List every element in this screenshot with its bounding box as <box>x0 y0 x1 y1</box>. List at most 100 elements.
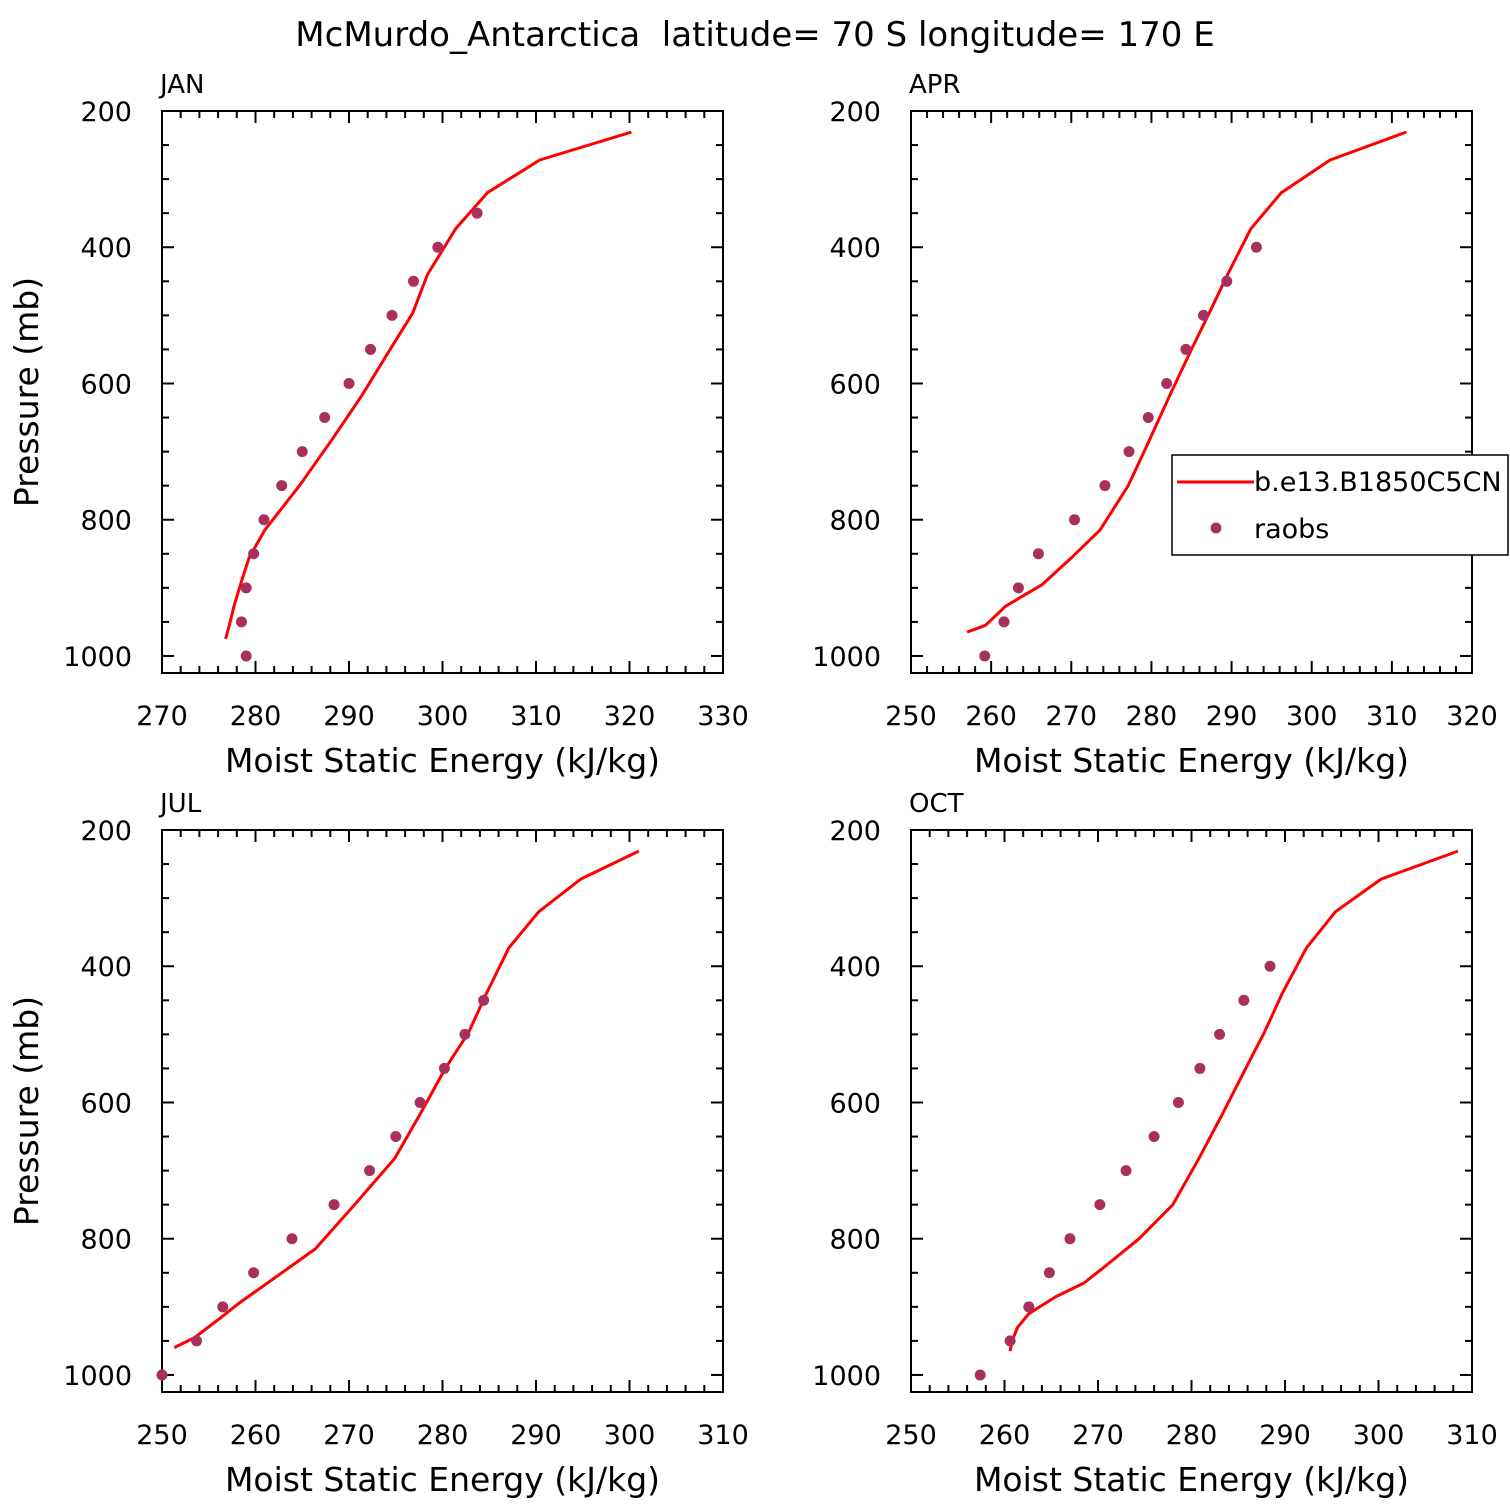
x-tick-label: 330 <box>697 701 749 732</box>
raobs-point <box>390 1131 402 1143</box>
x-axis-title: Moist Static Energy (kJ/kg) <box>225 1460 660 1499</box>
x-tick-label: 280 <box>230 701 282 732</box>
raobs-point <box>998 616 1010 628</box>
raobs-point <box>1264 960 1276 972</box>
y-axis-title: Pressure (mb) <box>7 277 46 507</box>
raobs-point <box>240 582 252 594</box>
x-tick-label: 300 <box>1286 701 1338 732</box>
x-tick-label: 290 <box>510 1420 562 1451</box>
y-tick-label: 600 <box>80 1088 132 1119</box>
model-line <box>966 130 1407 634</box>
raobs-point <box>1161 377 1173 389</box>
x-tick-label: 270 <box>136 701 188 732</box>
raobs-point <box>1068 514 1080 526</box>
y-tick-label: 600 <box>80 369 132 400</box>
panel-jul: JUL 250 260 270 280 290 300 310 200 400 600 800 100… <box>7 789 749 1499</box>
raobs-point <box>1004 1335 1016 1347</box>
x-axis-title: Moist Static Energy (kJ/kg) <box>974 1460 1409 1499</box>
raobs-point <box>286 1233 298 1245</box>
y-tick-label: 800 <box>829 506 881 537</box>
x-tick-label: 270 <box>1046 701 1098 732</box>
raobs-point <box>432 241 444 253</box>
y-tick-label: 600 <box>829 1088 881 1119</box>
x-tick-label: 290 <box>1259 1420 1311 1451</box>
raobs-point <box>1142 412 1154 424</box>
legend-box <box>1171 454 1509 556</box>
x-tick-label: 280 <box>1126 701 1178 732</box>
raobs-point <box>1148 1131 1160 1143</box>
raobs-point <box>343 377 355 389</box>
y-tick-label: 400 <box>80 233 132 264</box>
y-tick-label: 1000 <box>63 642 132 673</box>
raobs-point <box>1094 1199 1106 1211</box>
y-tick-label: 200 <box>829 816 881 847</box>
raobs-point <box>276 480 288 492</box>
raobs-point <box>1012 582 1024 594</box>
raobs-point <box>1214 1028 1226 1040</box>
x-tick-label: 310 <box>510 701 562 732</box>
y-tick-label: 1000 <box>812 1361 881 1392</box>
x-tick-label: 280 <box>1166 1420 1218 1451</box>
legend-obs-label: raobs <box>1254 514 1329 545</box>
plot-frame <box>910 110 1473 674</box>
raobs-point <box>319 412 331 424</box>
y-tick-label: 200 <box>829 97 881 128</box>
raobs-point <box>414 1096 426 1108</box>
y-tick-label: 400 <box>829 952 881 983</box>
x-tick-label: 250 <box>136 1420 188 1451</box>
panel-title: JAN <box>158 70 204 100</box>
x-tick-label: 310 <box>697 1420 749 1451</box>
x-tick-label: 320 <box>1446 701 1498 732</box>
raobs-point <box>364 1165 376 1177</box>
raobs-point <box>235 616 247 628</box>
y-axis-title: Pressure (mb) <box>7 996 46 1226</box>
y-tick-label: 1000 <box>63 1361 132 1392</box>
x-tick-label: 300 <box>417 701 469 732</box>
raobs-point <box>438 1062 450 1074</box>
raobs-point <box>258 514 270 526</box>
y-tick-label: 400 <box>829 233 881 264</box>
raobs-point <box>1250 241 1262 253</box>
x-tick-label: 250 <box>885 1420 937 1451</box>
raobs-point <box>478 994 490 1006</box>
raobs-point <box>1099 480 1111 492</box>
raobs-point <box>1238 994 1250 1006</box>
y-tick-label: 800 <box>80 1225 132 1256</box>
panel-apr: APR 250 260 270 280 290 300 310 320 200 400 600 800… <box>812 70 1497 780</box>
raobs-point <box>408 275 420 287</box>
x-axis-title: Moist Static Energy (kJ/kg) <box>225 741 660 780</box>
y-tick-label: 200 <box>80 97 132 128</box>
raobs-point <box>1043 1267 1055 1279</box>
x-axis-title: Moist Static Energy (kJ/kg) <box>974 741 1409 780</box>
x-tick-label: 290 <box>323 701 375 732</box>
raobs-point <box>1221 275 1233 287</box>
model-line <box>1008 849 1459 1352</box>
panel-title: APR <box>909 70 961 100</box>
raobs-point <box>191 1335 203 1347</box>
x-tick-label: 290 <box>1206 701 1258 732</box>
x-tick-label: 270 <box>323 1420 375 1451</box>
raobs-point <box>248 1267 260 1279</box>
raobs-point <box>365 343 377 355</box>
raobs-point <box>248 548 260 560</box>
raobs-point <box>974 1369 986 1381</box>
raobs-point <box>1172 1096 1184 1108</box>
y-tick-label: 200 <box>80 816 132 847</box>
x-tick-label: 310 <box>1446 1420 1498 1451</box>
raobs-point <box>1023 1301 1035 1313</box>
panel-jan: JAN 270 280 290 300 310 320 330 200 400 600 800 100… <box>7 70 749 780</box>
y-tick-label: 800 <box>829 1225 881 1256</box>
model-line <box>224 130 632 640</box>
raobs-point <box>328 1199 340 1211</box>
raobs-point <box>386 309 398 321</box>
legend-obs-marker <box>1210 522 1222 534</box>
raobs-point <box>1120 1165 1132 1177</box>
raobs-point <box>156 1369 168 1381</box>
x-tick-label: 250 <box>885 701 937 732</box>
x-tick-label: 320 <box>604 701 656 732</box>
raobs-point <box>240 650 252 662</box>
legend: b.e13.B1850C5CN raobs <box>1171 454 1509 556</box>
panel-oct: OCT 250 260 270 280 290 300 310 200 400 600 800 100… <box>812 789 1497 1499</box>
x-tick-label: 260 <box>965 701 1017 732</box>
raobs-point <box>217 1301 229 1313</box>
